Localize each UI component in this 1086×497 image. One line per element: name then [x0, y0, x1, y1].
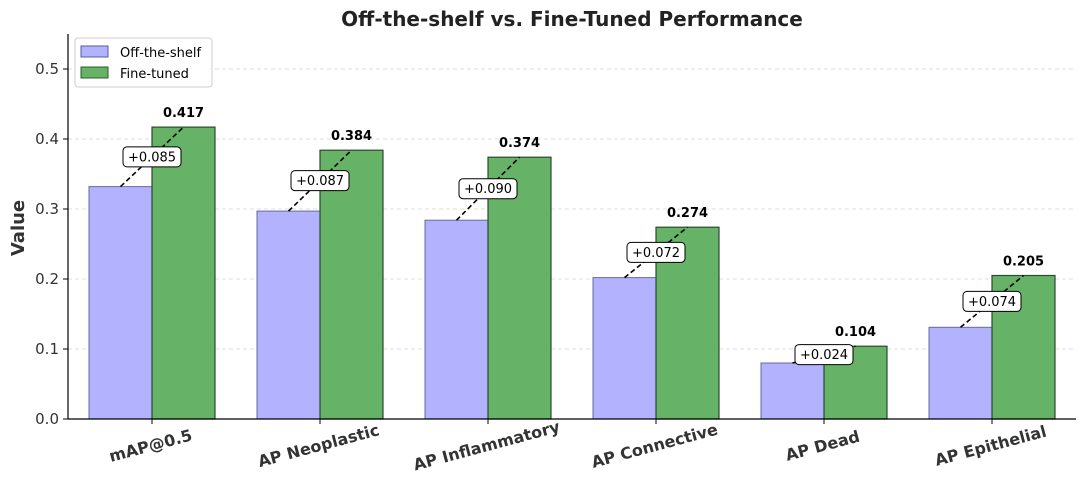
- bar-off-the-shelf: [928, 326, 993, 420]
- y-tick-label: 0.3: [35, 200, 59, 218]
- value-label: 0.274: [667, 206, 708, 221]
- x-tick-label: AP Neoplastic: [256, 420, 381, 471]
- improvement-label: +0.087: [296, 174, 344, 189]
- y-tick-label: 0.1: [35, 340, 59, 358]
- y-tick-label: 0.4: [35, 130, 59, 148]
- legend-label-fine-tuned: Fine-tuned: [120, 67, 189, 82]
- improvement-box: [626, 241, 686, 263]
- legend-swatch-off-the-shelf: [80, 45, 109, 58]
- legend-label-off-the-shelf: Off-the-shelf: [120, 46, 202, 61]
- value-label: 0.374: [499, 136, 540, 151]
- x-tick-label: AP Epithelial: [933, 422, 1049, 470]
- improvement-box: [122, 146, 182, 168]
- y-axis-label: Value: [8, 200, 29, 256]
- value-label: 0.205: [1003, 255, 1044, 270]
- improvement-label: +0.074: [968, 295, 1016, 310]
- legend: Off-the-shelf Fine-tuned: [74, 37, 213, 88]
- value-label: 0.384: [331, 129, 372, 144]
- bars: [88, 126, 1056, 420]
- bar-fine-tuned: [151, 126, 216, 420]
- improvement-box: [962, 290, 1022, 312]
- improvement-box: [458, 178, 518, 200]
- y-tick-label: 0.5: [35, 60, 59, 78]
- improvement-label: +0.090: [464, 182, 512, 197]
- bar-off-the-shelf: [256, 210, 321, 420]
- improvement-box: [794, 344, 854, 366]
- x-tick-label: AP Inflammatory: [411, 417, 562, 475]
- chart-title: Off-the-shelf vs. Fine-Tuned Performance: [341, 7, 803, 31]
- y-tick-label: 0.0: [35, 410, 59, 428]
- value-label: 0.417: [163, 106, 204, 121]
- value-label: 0.104: [835, 325, 876, 340]
- grid-lines: [68, 68, 1076, 350]
- bar-off-the-shelf: [88, 186, 153, 420]
- bar-fine-tuned: [319, 149, 384, 420]
- improvement-label: +0.085: [128, 150, 176, 165]
- legend-frame: [74, 37, 213, 88]
- bar-off-the-shelf: [592, 277, 657, 420]
- y-tick-label: 0.2: [35, 270, 59, 288]
- annotations: 0.417 +0.085 0.384 +0.087 0.374 +0.090 0.274 +0…: [119, 106, 1044, 366]
- improvement-label: +0.024: [800, 348, 848, 363]
- bar-off-the-shelf: [424, 219, 489, 420]
- legend-swatch-fine-tuned: [80, 66, 109, 79]
- x-tick-label: AP Dead: [783, 427, 861, 465]
- x-tick-label: AP Connective: [589, 420, 720, 472]
- bar-off-the-shelf: [760, 362, 825, 420]
- improvement-box: [290, 170, 350, 192]
- x-tick-label: mAP@0.5: [107, 425, 194, 465]
- improvement-label: +0.072: [632, 246, 680, 261]
